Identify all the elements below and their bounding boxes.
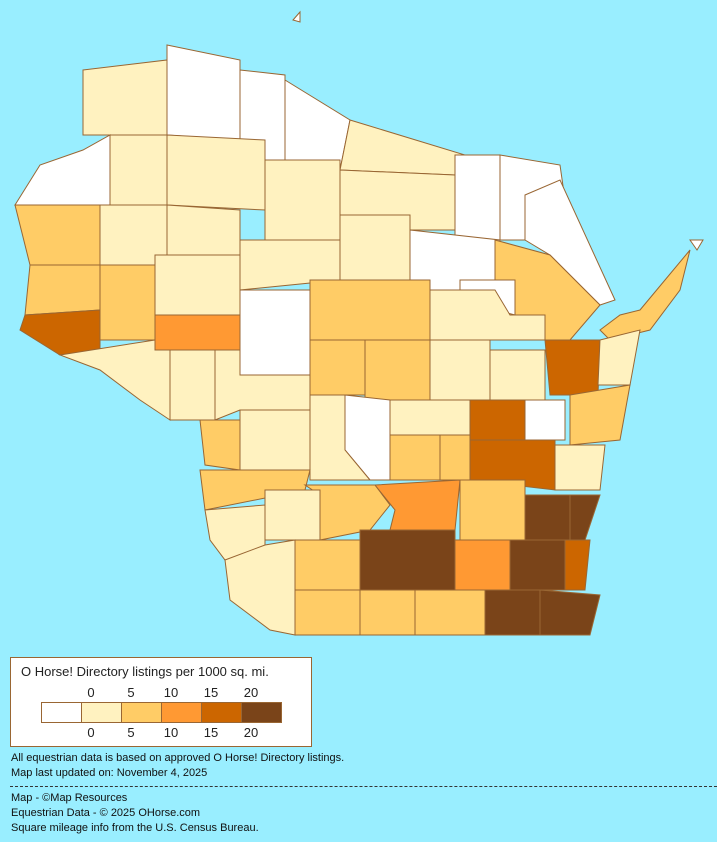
county-region xyxy=(82,59,168,136)
county-region xyxy=(599,249,691,341)
county-region xyxy=(564,539,591,591)
legend-tick-bottom: 10 xyxy=(163,725,179,740)
legend-tick-top: 10 xyxy=(163,685,179,700)
wisconsin-county-map xyxy=(14,10,704,636)
legend-swatch xyxy=(162,703,202,722)
island xyxy=(689,239,704,251)
county-region xyxy=(569,494,601,541)
county-region xyxy=(454,154,501,241)
legend-title: O Horse! Directory listings per 1000 sq.… xyxy=(21,664,269,679)
county-region xyxy=(264,489,321,541)
county-region xyxy=(109,134,168,206)
county-region xyxy=(509,539,566,591)
legend-swatch xyxy=(42,703,82,722)
legend-color-scale xyxy=(41,702,282,723)
county-region xyxy=(544,339,601,396)
data-credit: Equestrian Data - © 2025 OHorse.com xyxy=(11,807,201,819)
legend-tick-top: 0 xyxy=(87,685,95,700)
county-region xyxy=(439,434,471,481)
county-region xyxy=(569,384,631,446)
county-region xyxy=(239,289,311,376)
legend-tick-bottom: 20 xyxy=(243,725,259,740)
map-credit: Map - ©Map Resources xyxy=(11,792,128,804)
county-region xyxy=(199,419,241,471)
county-region xyxy=(99,264,156,341)
county-region xyxy=(597,329,641,386)
divider xyxy=(10,786,717,787)
county-region xyxy=(364,339,431,401)
county-region xyxy=(484,589,541,636)
county-region xyxy=(389,434,441,481)
county-region xyxy=(264,159,341,241)
legend-tick-top: 15 xyxy=(203,685,219,700)
legend-swatch xyxy=(242,703,281,722)
county-region xyxy=(24,264,101,316)
county-region xyxy=(309,279,431,341)
county-region xyxy=(469,399,526,441)
county-region xyxy=(14,204,101,266)
legend-swatch xyxy=(82,703,122,722)
island xyxy=(292,10,301,23)
county-region xyxy=(554,444,606,491)
county-region xyxy=(389,399,471,436)
legend: O Horse! Directory listings per 1000 sq.… xyxy=(10,657,312,747)
county-region xyxy=(58,339,171,421)
county-region xyxy=(454,539,511,591)
county-region xyxy=(489,349,546,401)
county-region xyxy=(339,214,411,281)
county-region xyxy=(284,79,351,171)
county-region xyxy=(524,399,566,441)
county-region xyxy=(429,339,491,401)
county-region xyxy=(524,494,571,541)
county-region xyxy=(154,254,241,316)
county-region xyxy=(309,339,366,396)
legend-tick-bottom: 0 xyxy=(87,725,95,740)
legend-swatch xyxy=(202,703,242,722)
legend-tick-bottom: 15 xyxy=(203,725,219,740)
data-basis-note: All equestrian data is based on approved… xyxy=(11,752,345,764)
county-region xyxy=(359,529,456,591)
legend-tick-bottom: 5 xyxy=(127,725,135,740)
county-region xyxy=(539,589,601,636)
county-region xyxy=(239,409,311,471)
county-region xyxy=(359,589,416,636)
county-region xyxy=(459,479,526,541)
legend-tick-top: 20 xyxy=(243,685,259,700)
county-region xyxy=(19,309,101,356)
county-region xyxy=(166,134,266,211)
updated-note: Map last updated on: November 4, 2025 xyxy=(11,767,208,779)
county-region xyxy=(414,589,486,636)
county-region xyxy=(166,44,241,141)
legend-tick-top: 5 xyxy=(127,685,135,700)
county-region xyxy=(169,349,216,421)
county-region xyxy=(166,204,241,256)
county-region xyxy=(294,539,361,591)
county-region xyxy=(14,134,111,206)
county-region xyxy=(294,589,361,636)
legend-swatch xyxy=(122,703,162,722)
county-region xyxy=(339,119,466,176)
census-credit: Square mileage info from the U.S. Census… xyxy=(11,822,259,834)
county-region xyxy=(154,314,241,351)
